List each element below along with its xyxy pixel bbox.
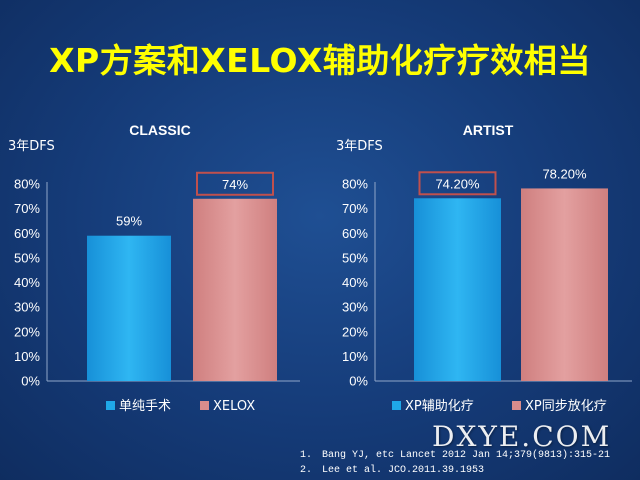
y-axis-label: 3年DFS (336, 139, 383, 154)
bar (521, 188, 608, 381)
y-tick-label: 80% (342, 177, 368, 192)
y-tick-label: 60% (342, 226, 368, 241)
legend-swatch (200, 401, 209, 410)
legend-swatch (392, 401, 401, 410)
slide-title: XP方案和XELOX辅助化疗疗效相当 (49, 41, 591, 80)
y-tick-label: 70% (342, 201, 368, 216)
legend-label: 单纯手术 (119, 399, 171, 414)
y-tick-label: 30% (14, 300, 40, 315)
data-label: 78.20% (542, 166, 587, 181)
chart-title: ARTIST (463, 122, 514, 138)
y-tick-label: 40% (342, 275, 368, 290)
y-axis-label: 3年DFS (8, 139, 55, 154)
bar (414, 198, 501, 381)
data-label: 74.20% (435, 176, 480, 191)
highlight-box (196, 171, 274, 196)
legend-label: XP同步放化疗 (525, 399, 607, 414)
data-label: 59% (116, 214, 142, 229)
references: 1. Bang YJ, etc Lancet 2012 Jan 14;379(98… (300, 448, 640, 478)
y-tick-label: 40% (14, 275, 40, 290)
bar (87, 235, 171, 381)
legend-label: XELOX (213, 399, 255, 414)
y-tick-label: 50% (14, 250, 40, 265)
legend-label: XP辅助化疗 (405, 399, 474, 414)
y-tick-label: 10% (14, 349, 40, 364)
y-tick-label: 0% (21, 374, 40, 389)
y-tick-label: 0% (349, 374, 368, 389)
chart-title: CLASSIC (129, 122, 190, 138)
reference-item: 1. Bang YJ, etc Lancet 2012 Jan 14;379(98… (300, 450, 611, 461)
reference-item: 2. Lee et al. JCO.2011.39.1953 (300, 465, 485, 476)
legend-swatch (512, 401, 521, 410)
y-tick-label: 30% (342, 300, 368, 315)
data-label: 74% (222, 177, 248, 192)
y-tick-label: 80% (14, 177, 40, 192)
y-tick-label: 20% (14, 324, 40, 339)
y-tick-label: 70% (14, 201, 40, 216)
highlight-box (418, 171, 497, 196)
bar (193, 198, 277, 381)
legend-swatch (106, 401, 115, 410)
y-tick-label: 50% (342, 250, 368, 265)
y-tick-label: 20% (342, 324, 368, 339)
y-tick-label: 60% (14, 226, 40, 241)
watermark: DXYE.COM (432, 420, 612, 453)
y-tick-label: 10% (342, 349, 368, 364)
